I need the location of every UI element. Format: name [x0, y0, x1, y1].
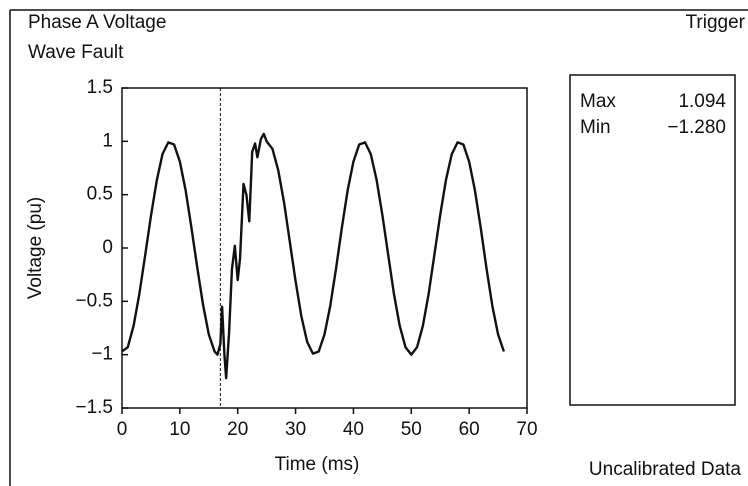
y-tick-label: −0.5 [75, 290, 113, 311]
y-tick-label: −1 [91, 344, 113, 365]
stat-value: −1.280 [667, 117, 726, 138]
y-axis-label: Voltage (pu) [25, 197, 46, 299]
plot-frame [121, 87, 528, 409]
stats-box [569, 74, 736, 406]
x-tick-label: 60 [459, 419, 480, 440]
y-tick-label: −1.5 [75, 397, 113, 418]
x-tick-label: 40 [343, 419, 364, 440]
x-tick-label: 20 [227, 419, 248, 440]
x-tick-label: 0 [117, 419, 128, 440]
chart-title: Phase A Voltage [28, 12, 166, 33]
stat-label: Max [580, 91, 616, 112]
x-axis-label: Time (ms) [275, 454, 360, 475]
stat-label: Min [580, 117, 611, 138]
y-tick-label: 0 [102, 237, 113, 258]
stat-value: 1.094 [678, 91, 726, 112]
x-tick-label: 10 [169, 419, 190, 440]
x-tick-label: 30 [285, 419, 306, 440]
trigger-label: Trigger [686, 12, 746, 33]
y-tick-label: 1.5 [87, 77, 113, 98]
y-tick-label: 1 [102, 130, 113, 151]
x-tick-label: 70 [516, 419, 537, 440]
chart-subtitle: Wave Fault [28, 42, 124, 63]
footer-label: Uncalibrated Data [589, 459, 742, 480]
y-tick-label: 0.5 [87, 184, 113, 205]
x-tick-label: 50 [401, 419, 422, 440]
voltage-line [121, 132, 505, 380]
